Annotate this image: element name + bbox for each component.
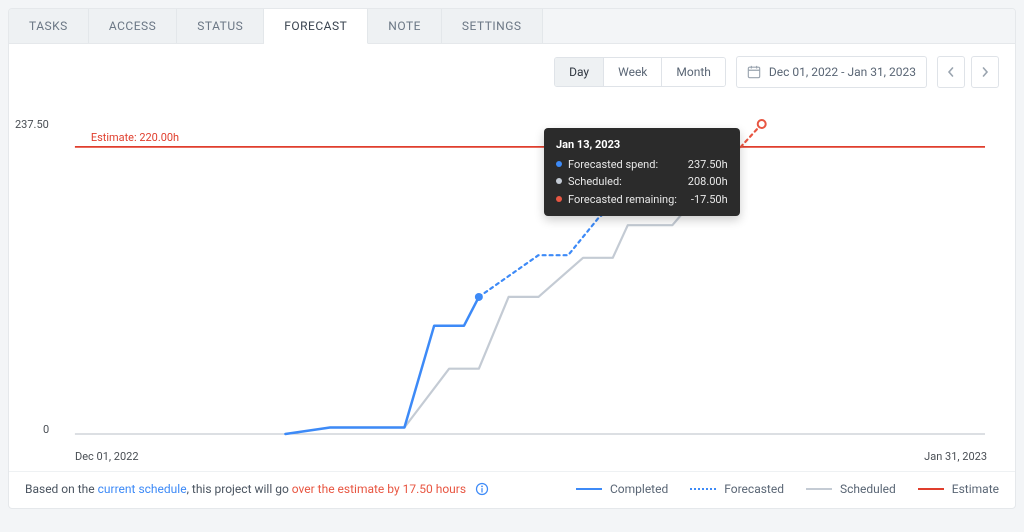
x-axis-labels: Dec 01, 2022 Jan 31, 2023 bbox=[75, 450, 987, 463]
tab-tasks[interactable]: TASKS bbox=[9, 9, 89, 43]
tooltip-label: Forecasted remaining: bbox=[568, 193, 677, 206]
chevron-right-icon bbox=[980, 67, 990, 77]
date-nav bbox=[937, 56, 999, 88]
svg-text:Estimate: 220.00h: Estimate: 220.00h bbox=[91, 131, 179, 144]
date-range-text: Dec 01, 2022 - Jan 31, 2023 bbox=[769, 65, 916, 79]
tooltip-row: Forecasted spend: 237.50h bbox=[556, 156, 728, 174]
legend-swatch-icon bbox=[690, 488, 716, 490]
legend-scheduled: Scheduled bbox=[806, 482, 896, 496]
over-estimate-text: over the estimate by 17.50 hours bbox=[292, 482, 466, 496]
x-label-start: Dec 01, 2022 bbox=[75, 450, 139, 463]
tooltip-value: 208.00h bbox=[688, 173, 728, 191]
date-range-picker[interactable]: Dec 01, 2022 - Jan 31, 2023 bbox=[736, 56, 927, 88]
tooltip-label: Forecasted spend: bbox=[568, 158, 658, 171]
tooltip-row: Forecasted remaining: -17.50h bbox=[556, 191, 728, 209]
info-icon[interactable] bbox=[475, 482, 489, 496]
legend-swatch-icon bbox=[918, 488, 944, 490]
tab-bar: TASKS ACCESS STATUS FORECAST NOTE SETTIN… bbox=[9, 9, 1015, 44]
range-day-button[interactable]: Day bbox=[555, 58, 604, 86]
chevron-left-icon bbox=[946, 67, 956, 77]
tooltip-row: Scheduled: 208.00h bbox=[556, 173, 728, 191]
footer-text: Based on the bbox=[25, 482, 98, 496]
tab-status[interactable]: STATUS bbox=[177, 9, 264, 43]
tab-note[interactable]: NOTE bbox=[368, 9, 442, 43]
chart-toolbar: Day Week Month Dec 01, 2022 - Jan 31, 20… bbox=[9, 44, 1015, 88]
calendar-icon bbox=[747, 65, 761, 79]
tab-access[interactable]: ACCESS bbox=[89, 9, 177, 43]
tab-settings[interactable]: SETTINGS bbox=[442, 9, 543, 43]
legend-swatch-icon bbox=[806, 488, 832, 490]
prev-range-button[interactable] bbox=[937, 56, 965, 88]
tooltip-value: 237.50h bbox=[688, 156, 728, 174]
legend-label: Forecasted bbox=[724, 482, 784, 496]
forecast-chart: Estimate: 220.00h bbox=[33, 118, 991, 448]
footer-summary: Based on the current schedule, this proj… bbox=[25, 482, 489, 496]
y-tick-zero: 0 bbox=[43, 423, 49, 436]
forecast-panel: TASKS ACCESS STATUS FORECAST NOTE SETTIN… bbox=[8, 8, 1016, 509]
tooltip-dot-icon bbox=[556, 196, 562, 202]
legend-completed: Completed bbox=[576, 482, 668, 496]
legend-forecasted: Forecasted bbox=[690, 482, 784, 496]
tab-forecast[interactable]: FORECAST bbox=[264, 9, 368, 44]
tooltip-label: Scheduled: bbox=[568, 175, 622, 188]
legend-label: Estimate bbox=[952, 482, 999, 496]
chart-area: 237.50 0 Estimate: 220.00h Dec 01, 2022 … bbox=[9, 88, 1015, 471]
y-tick-top: 237.50 bbox=[15, 118, 49, 131]
tooltip-dot-icon bbox=[556, 161, 562, 167]
tooltip-value: -17.50h bbox=[691, 191, 728, 209]
footer: Based on the current schedule, this proj… bbox=[9, 471, 1015, 508]
next-range-button[interactable] bbox=[971, 56, 999, 88]
range-week-button[interactable]: Week bbox=[604, 58, 662, 86]
legend-label: Scheduled bbox=[840, 482, 896, 496]
legend-label: Completed bbox=[610, 482, 668, 496]
legend-estimate: Estimate bbox=[918, 482, 999, 496]
footer-text: , this project will go bbox=[187, 482, 292, 496]
range-segment: Day Week Month bbox=[554, 57, 726, 87]
tooltip-dot-icon bbox=[556, 178, 562, 184]
tooltip-title: Jan 13, 2023 bbox=[556, 136, 728, 154]
chart-tooltip: Jan 13, 2023 Forecasted spend: 237.50h S… bbox=[544, 128, 740, 216]
current-schedule-link[interactable]: current schedule bbox=[98, 482, 187, 496]
chart-legend: Completed Forecasted Scheduled Estimate bbox=[576, 482, 999, 496]
x-label-end: Jan 31, 2023 bbox=[924, 450, 987, 463]
range-month-button[interactable]: Month bbox=[662, 58, 724, 86]
legend-swatch-icon bbox=[576, 488, 602, 490]
